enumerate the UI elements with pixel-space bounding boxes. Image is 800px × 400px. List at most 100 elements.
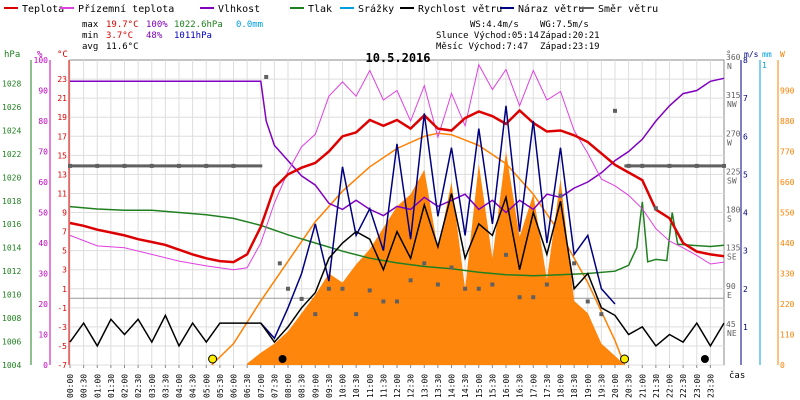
point-smer-night <box>191 164 195 168</box>
point-smer-night <box>131 164 135 168</box>
point-smer-night <box>155 164 159 168</box>
point-smer <box>653 206 658 211</box>
point-smer <box>264 74 269 79</box>
point-smer-night <box>646 164 650 168</box>
legend-label: Přízemní teplota <box>78 3 174 15</box>
point-smer-night <box>638 164 642 168</box>
stat-moon: Měsíc Východ:7:47 <box>436 42 528 52</box>
tick-dir-deg: 225 <box>726 167 741 176</box>
tick-wind: 1 <box>743 323 748 332</box>
point-smer-night <box>109 164 113 168</box>
tick-wind: 7 <box>743 94 748 103</box>
tick-x: 20:30 <box>625 374 634 398</box>
tick-press: 1004 <box>2 361 21 370</box>
tick-solar: 220 <box>780 300 795 309</box>
axis-unit-dir: ° <box>726 50 731 60</box>
tick-hum: 30 <box>38 270 48 279</box>
tick-x: 18:00 <box>557 374 566 398</box>
tick-x: 01:00 <box>93 374 102 398</box>
tick-temp: 7 <box>62 228 67 237</box>
tick-press: 1020 <box>2 173 21 182</box>
tick-press: 1014 <box>2 244 21 253</box>
tick-temp: 1 <box>62 285 67 294</box>
tick-temp: -3 <box>57 323 67 332</box>
point-smer <box>435 282 440 287</box>
point-smer-night <box>199 164 203 168</box>
point-smer-night <box>188 164 192 168</box>
point-smer-night <box>697 164 701 168</box>
point-smer-night <box>142 164 146 168</box>
stat-max-press: 1022.6hPa <box>174 20 223 30</box>
point-smer-night <box>202 164 206 168</box>
tick-x: 07:30 <box>270 374 279 398</box>
point-smer-night <box>651 164 655 168</box>
point-smer-night <box>204 164 208 168</box>
tick-wind: 3 <box>743 247 748 256</box>
tick-hum: 50 <box>38 209 48 218</box>
point-smer-night <box>700 164 704 168</box>
point-smer-night <box>253 164 257 168</box>
tick-temp: -5 <box>57 342 67 351</box>
point-smer <box>585 299 590 304</box>
axis-unit-solar: W <box>780 50 785 59</box>
point-smer-night <box>174 164 178 168</box>
tick-x: 11:30 <box>379 374 388 398</box>
tick-press: 1008 <box>2 314 21 323</box>
tick-temp: 11 <box>57 189 67 198</box>
series-naraz <box>260 105 616 340</box>
tick-x: 23:00 <box>693 374 702 398</box>
tick-temp: 19 <box>57 113 67 122</box>
tick-x: 18:30 <box>570 374 579 398</box>
point-smer-night <box>101 164 105 168</box>
point-smer-night <box>221 164 225 168</box>
tick-x: 21:30 <box>652 374 661 398</box>
stat-ws: WS:4.4m/s <box>470 20 519 30</box>
stat-sun-set: Západ:20:21 <box>540 31 600 41</box>
series-teplota <box>69 108 725 264</box>
tick-temp: 21 <box>57 94 67 103</box>
stat-wg: WG:7.5m/s <box>540 20 589 30</box>
moonset-marker <box>700 355 709 363</box>
point-smer <box>490 282 495 287</box>
point-smer <box>599 312 604 317</box>
tick-x: 11:00 <box>366 374 375 398</box>
point-smer-night <box>714 164 718 168</box>
tick-x: 23:30 <box>706 374 715 398</box>
point-smer-night <box>114 164 118 168</box>
point-smer-night <box>71 164 75 168</box>
point-smer-night <box>643 164 647 168</box>
tick-dir-name: E <box>727 291 732 300</box>
point-smer-night <box>152 164 156 168</box>
point-smer <box>395 299 399 304</box>
tick-press: 1022 <box>2 150 21 159</box>
tick-x: 16:30 <box>516 374 525 398</box>
point-smer-night <box>166 164 170 168</box>
point-smer-night <box>692 164 696 168</box>
tick-solar: 330 <box>780 270 795 279</box>
tick-solar: 880 <box>780 117 795 126</box>
tick-x: 00:00 <box>66 374 75 398</box>
point-smer-night <box>117 164 121 168</box>
point-smer-night <box>223 164 227 168</box>
stat-min-temp: 3.7°C <box>106 31 133 41</box>
tick-wind: 4 <box>743 209 748 218</box>
axis-unit-temp: °C <box>57 50 68 60</box>
tick-x: 19:00 <box>584 374 593 398</box>
tick-temp: 13 <box>57 170 67 179</box>
point-smer-night <box>193 164 197 168</box>
point-smer-night <box>144 164 148 168</box>
tick-x: 17:00 <box>529 374 538 398</box>
series-solar <box>247 151 624 365</box>
tick-dir-deg: 135 <box>726 244 741 253</box>
tick-solar: 0 <box>780 361 785 370</box>
tick-press: 1018 <box>2 197 21 206</box>
point-smer-night <box>103 164 107 168</box>
stat-min-label: min <box>82 31 98 41</box>
tick-x: 08:30 <box>298 374 307 398</box>
point-smer-night <box>169 164 173 168</box>
point-smer <box>354 312 359 317</box>
point-smer-night <box>207 164 211 168</box>
tick-dir-name: SE <box>727 253 737 262</box>
point-smer <box>722 163 726 168</box>
